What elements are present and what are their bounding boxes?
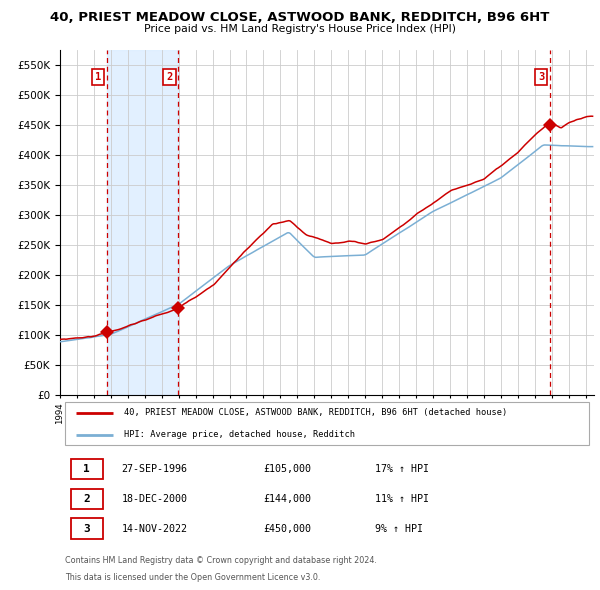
Text: 11% ↑ HPI: 11% ↑ HPI: [375, 494, 429, 504]
Text: 17% ↑ HPI: 17% ↑ HPI: [375, 464, 429, 474]
Text: £144,000: £144,000: [263, 494, 311, 504]
Text: 40, PRIEST MEADOW CLOSE, ASTWOOD BANK, REDDITCH, B96 6HT (detached house): 40, PRIEST MEADOW CLOSE, ASTWOOD BANK, R…: [124, 408, 508, 417]
Text: 14-NOV-2022: 14-NOV-2022: [121, 523, 187, 533]
Text: 3: 3: [538, 72, 544, 82]
Text: HPI: Average price, detached house, Redditch: HPI: Average price, detached house, Redd…: [124, 430, 355, 439]
Text: 3: 3: [83, 523, 90, 533]
Text: 2: 2: [166, 72, 173, 82]
Text: 27-SEP-1996: 27-SEP-1996: [121, 464, 187, 474]
Text: This data is licensed under the Open Government Licence v3.0.: This data is licensed under the Open Gov…: [65, 573, 321, 582]
FancyBboxPatch shape: [71, 519, 103, 539]
Text: 18-DEC-2000: 18-DEC-2000: [121, 494, 187, 504]
Text: 1: 1: [95, 72, 101, 82]
FancyBboxPatch shape: [71, 459, 103, 480]
FancyBboxPatch shape: [71, 489, 103, 509]
FancyBboxPatch shape: [65, 402, 589, 445]
Text: £450,000: £450,000: [263, 523, 311, 533]
Text: £105,000: £105,000: [263, 464, 311, 474]
Text: 2: 2: [83, 494, 90, 504]
Bar: [107, 50, 178, 395]
Text: 9% ↑ HPI: 9% ↑ HPI: [375, 523, 423, 533]
Text: Contains HM Land Registry data © Crown copyright and database right 2024.: Contains HM Land Registry data © Crown c…: [65, 556, 377, 565]
Text: Price paid vs. HM Land Registry's House Price Index (HPI): Price paid vs. HM Land Registry's House …: [144, 24, 456, 34]
Text: 1: 1: [83, 464, 90, 474]
Text: 40, PRIEST MEADOW CLOSE, ASTWOOD BANK, REDDITCH, B96 6HT: 40, PRIEST MEADOW CLOSE, ASTWOOD BANK, R…: [50, 11, 550, 24]
